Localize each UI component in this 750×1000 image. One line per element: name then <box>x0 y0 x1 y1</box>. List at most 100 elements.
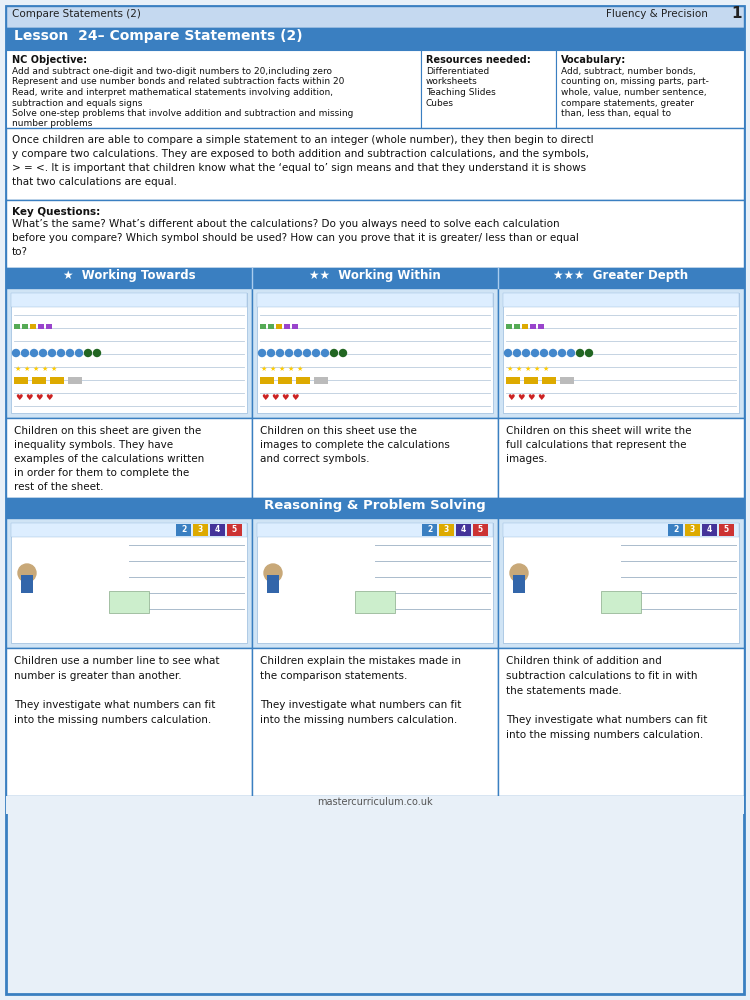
Bar <box>498 648 744 796</box>
Bar <box>522 324 528 329</box>
Circle shape <box>313 350 320 357</box>
Text: Represent and use number bonds and related subtraction facts within 20: Represent and use number bonds and relat… <box>12 78 344 87</box>
Text: ★★★  Greater Depth: ★★★ Greater Depth <box>554 268 688 282</box>
Text: Fluency & Precision: Fluency & Precision <box>606 9 708 19</box>
Circle shape <box>331 350 338 357</box>
Text: ★: ★ <box>525 366 531 372</box>
Bar <box>257 293 493 413</box>
Text: Children on this sheet are given the
inequality symbols. They have
examples of t: Children on this sheet are given the ine… <box>14 426 204 492</box>
Bar <box>530 324 536 329</box>
Text: 2: 2 <box>673 526 678 534</box>
Bar <box>276 324 282 329</box>
Bar <box>11 523 247 643</box>
Bar <box>11 523 247 537</box>
Text: than, less than, equal to: than, less than, equal to <box>561 109 671 118</box>
Circle shape <box>550 350 556 357</box>
Bar <box>498 288 744 418</box>
Bar <box>503 523 739 537</box>
Text: 5: 5 <box>724 526 729 534</box>
Text: ♥: ♥ <box>281 392 289 401</box>
Bar <box>6 50 421 128</box>
Text: ★: ★ <box>297 366 303 372</box>
Text: What’s the same? What’s different about the calculations? Do you always need to : What’s the same? What’s different about … <box>12 219 579 257</box>
Bar <box>6 796 744 814</box>
Bar <box>257 523 493 643</box>
Bar <box>46 324 52 329</box>
Circle shape <box>94 350 100 357</box>
Bar <box>292 324 298 329</box>
Text: ★: ★ <box>24 366 30 372</box>
Bar <box>668 524 683 536</box>
Text: ★: ★ <box>516 366 522 372</box>
Text: Resources needed:: Resources needed: <box>426 55 531 65</box>
Bar <box>257 523 493 537</box>
Bar <box>6 288 252 418</box>
Bar <box>719 524 734 536</box>
Circle shape <box>577 350 584 357</box>
Bar <box>473 524 488 536</box>
Bar <box>260 377 274 384</box>
Text: 1: 1 <box>731 6 742 21</box>
Bar <box>14 324 20 329</box>
Text: 2: 2 <box>181 526 186 534</box>
Circle shape <box>295 350 302 357</box>
Bar <box>6 200 744 268</box>
Bar <box>421 50 556 128</box>
Bar <box>252 648 498 796</box>
Text: ★: ★ <box>33 366 39 372</box>
Bar <box>278 377 292 384</box>
Text: 2: 2 <box>427 526 432 534</box>
Text: Children on this sheet use the
images to complete the calculations
and correct s: Children on this sheet use the images to… <box>260 426 450 464</box>
Circle shape <box>67 350 74 357</box>
Bar <box>260 324 266 329</box>
Text: ★: ★ <box>543 366 549 372</box>
Text: Children on this sheet will write the
full calculations that represent the
image: Children on this sheet will write the fu… <box>506 426 692 464</box>
Text: 3: 3 <box>444 526 449 534</box>
Circle shape <box>541 350 548 357</box>
Bar <box>503 523 739 643</box>
Text: ♥: ♥ <box>537 392 544 401</box>
Bar <box>560 377 574 384</box>
Bar <box>6 268 744 288</box>
Text: ★  Working Towards: ★ Working Towards <box>63 268 195 282</box>
Bar <box>227 524 242 536</box>
Text: Children use a number line to see what
number is greater than another.

They inv: Children use a number line to see what n… <box>14 656 220 725</box>
Bar <box>176 524 191 536</box>
Text: subtraction and equals signs: subtraction and equals signs <box>12 99 142 107</box>
Circle shape <box>514 350 520 357</box>
Bar <box>6 518 252 648</box>
Text: ♥: ♥ <box>507 392 515 401</box>
Bar <box>506 324 512 329</box>
Circle shape <box>322 350 328 357</box>
Bar <box>685 524 700 536</box>
Circle shape <box>40 350 46 357</box>
Bar <box>6 418 252 498</box>
Text: Teaching Slides: Teaching Slides <box>426 88 496 97</box>
Circle shape <box>268 350 274 357</box>
Text: 4: 4 <box>460 526 466 534</box>
Text: ★: ★ <box>42 366 48 372</box>
Bar <box>498 418 744 498</box>
Text: ★: ★ <box>51 366 57 372</box>
Bar <box>456 524 471 536</box>
Circle shape <box>286 350 292 357</box>
Text: Add and subtract one-digit and two-digit numbers to 20,including zero: Add and subtract one-digit and two-digit… <box>12 67 332 76</box>
Bar <box>6 498 744 518</box>
Text: 4: 4 <box>706 526 712 534</box>
Text: Read, write and interpret mathematical statements involving addition,: Read, write and interpret mathematical s… <box>12 88 333 97</box>
Bar <box>32 377 46 384</box>
Bar <box>109 591 149 613</box>
Circle shape <box>85 350 92 357</box>
Text: ♥: ♥ <box>291 392 298 401</box>
Bar <box>506 377 520 384</box>
Bar <box>601 591 641 613</box>
Bar <box>503 293 739 413</box>
Text: 4: 4 <box>214 526 220 534</box>
Bar <box>556 50 744 128</box>
Bar <box>21 575 33 593</box>
Text: ★: ★ <box>261 366 267 372</box>
Bar <box>514 324 520 329</box>
Text: 3: 3 <box>690 526 695 534</box>
Circle shape <box>586 350 592 357</box>
Text: NC Objective:: NC Objective: <box>12 55 87 65</box>
